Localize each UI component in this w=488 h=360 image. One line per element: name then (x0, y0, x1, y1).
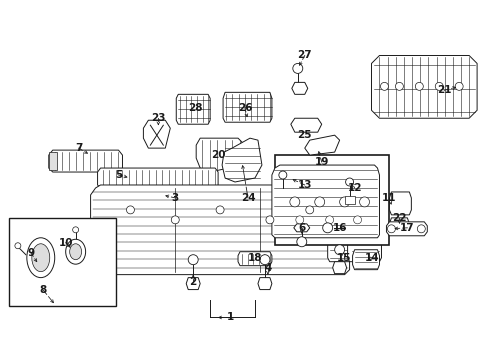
Circle shape (416, 225, 425, 233)
Circle shape (414, 82, 423, 90)
Text: 4: 4 (264, 263, 271, 273)
Polygon shape (327, 200, 351, 262)
Text: 3: 3 (171, 193, 179, 203)
Text: 7: 7 (75, 143, 82, 153)
Polygon shape (386, 222, 427, 236)
Circle shape (188, 255, 198, 265)
Polygon shape (388, 218, 408, 230)
Text: 24: 24 (240, 193, 255, 203)
Polygon shape (90, 185, 349, 275)
Polygon shape (223, 92, 271, 122)
Circle shape (171, 216, 179, 224)
Polygon shape (258, 278, 271, 289)
Circle shape (359, 197, 369, 207)
Polygon shape (371, 55, 476, 118)
Circle shape (296, 237, 306, 247)
Text: 19: 19 (314, 157, 328, 167)
Polygon shape (347, 200, 381, 262)
Text: 13: 13 (297, 180, 311, 190)
Text: 21: 21 (436, 85, 450, 95)
Text: 27: 27 (297, 50, 311, 60)
Circle shape (334, 245, 344, 255)
Circle shape (260, 255, 269, 265)
Circle shape (278, 171, 286, 179)
Text: 18: 18 (247, 253, 262, 263)
Text: 28: 28 (187, 103, 202, 113)
Polygon shape (176, 94, 210, 124)
Circle shape (295, 216, 303, 224)
Polygon shape (304, 135, 339, 155)
Polygon shape (145, 185, 182, 210)
Text: 11: 11 (382, 193, 396, 203)
Polygon shape (271, 165, 379, 238)
Polygon shape (290, 118, 321, 132)
Circle shape (339, 197, 349, 207)
Polygon shape (222, 138, 262, 182)
Circle shape (305, 206, 313, 214)
Polygon shape (143, 120, 170, 148)
Text: 2: 2 (189, 276, 197, 287)
Circle shape (322, 223, 332, 233)
Bar (9, 218, 116, 306)
Circle shape (15, 243, 21, 249)
Circle shape (380, 82, 387, 90)
Circle shape (395, 82, 403, 90)
Circle shape (434, 82, 442, 90)
Text: 5: 5 (115, 170, 122, 180)
Text: 12: 12 (346, 183, 361, 193)
Polygon shape (291, 82, 307, 94)
Polygon shape (293, 224, 309, 232)
Bar (274, 155, 388, 245)
Text: 25: 25 (297, 130, 311, 140)
Ellipse shape (27, 238, 55, 278)
Text: 6: 6 (298, 223, 305, 233)
Text: 22: 22 (391, 213, 406, 223)
Circle shape (265, 216, 273, 224)
Polygon shape (186, 278, 200, 289)
Circle shape (454, 82, 462, 90)
Polygon shape (98, 168, 218, 188)
Polygon shape (196, 138, 244, 172)
Bar (344, 196, 354, 204)
Circle shape (345, 178, 353, 186)
Text: 10: 10 (59, 238, 73, 248)
Circle shape (314, 197, 324, 207)
Circle shape (353, 216, 361, 224)
Circle shape (73, 227, 79, 233)
Text: 15: 15 (336, 253, 350, 263)
Polygon shape (332, 262, 346, 274)
Text: 14: 14 (365, 253, 379, 263)
Polygon shape (388, 192, 410, 215)
Text: 16: 16 (332, 223, 346, 233)
Ellipse shape (69, 244, 81, 260)
Circle shape (292, 63, 302, 73)
Text: 26: 26 (237, 103, 252, 113)
Text: 9: 9 (27, 248, 34, 258)
Ellipse shape (32, 244, 50, 272)
Circle shape (126, 206, 134, 214)
Text: 17: 17 (399, 223, 414, 233)
Polygon shape (238, 252, 271, 266)
Polygon shape (352, 250, 379, 270)
Text: 1: 1 (226, 312, 233, 323)
Circle shape (386, 225, 395, 233)
Polygon shape (49, 150, 122, 172)
Circle shape (216, 206, 224, 214)
Text: 20: 20 (210, 150, 225, 160)
Text: 8: 8 (39, 284, 46, 294)
Circle shape (289, 197, 299, 207)
Bar (49, 152, 57, 170)
Circle shape (325, 216, 333, 224)
Text: 23: 23 (151, 113, 165, 123)
Ellipse shape (65, 239, 85, 264)
